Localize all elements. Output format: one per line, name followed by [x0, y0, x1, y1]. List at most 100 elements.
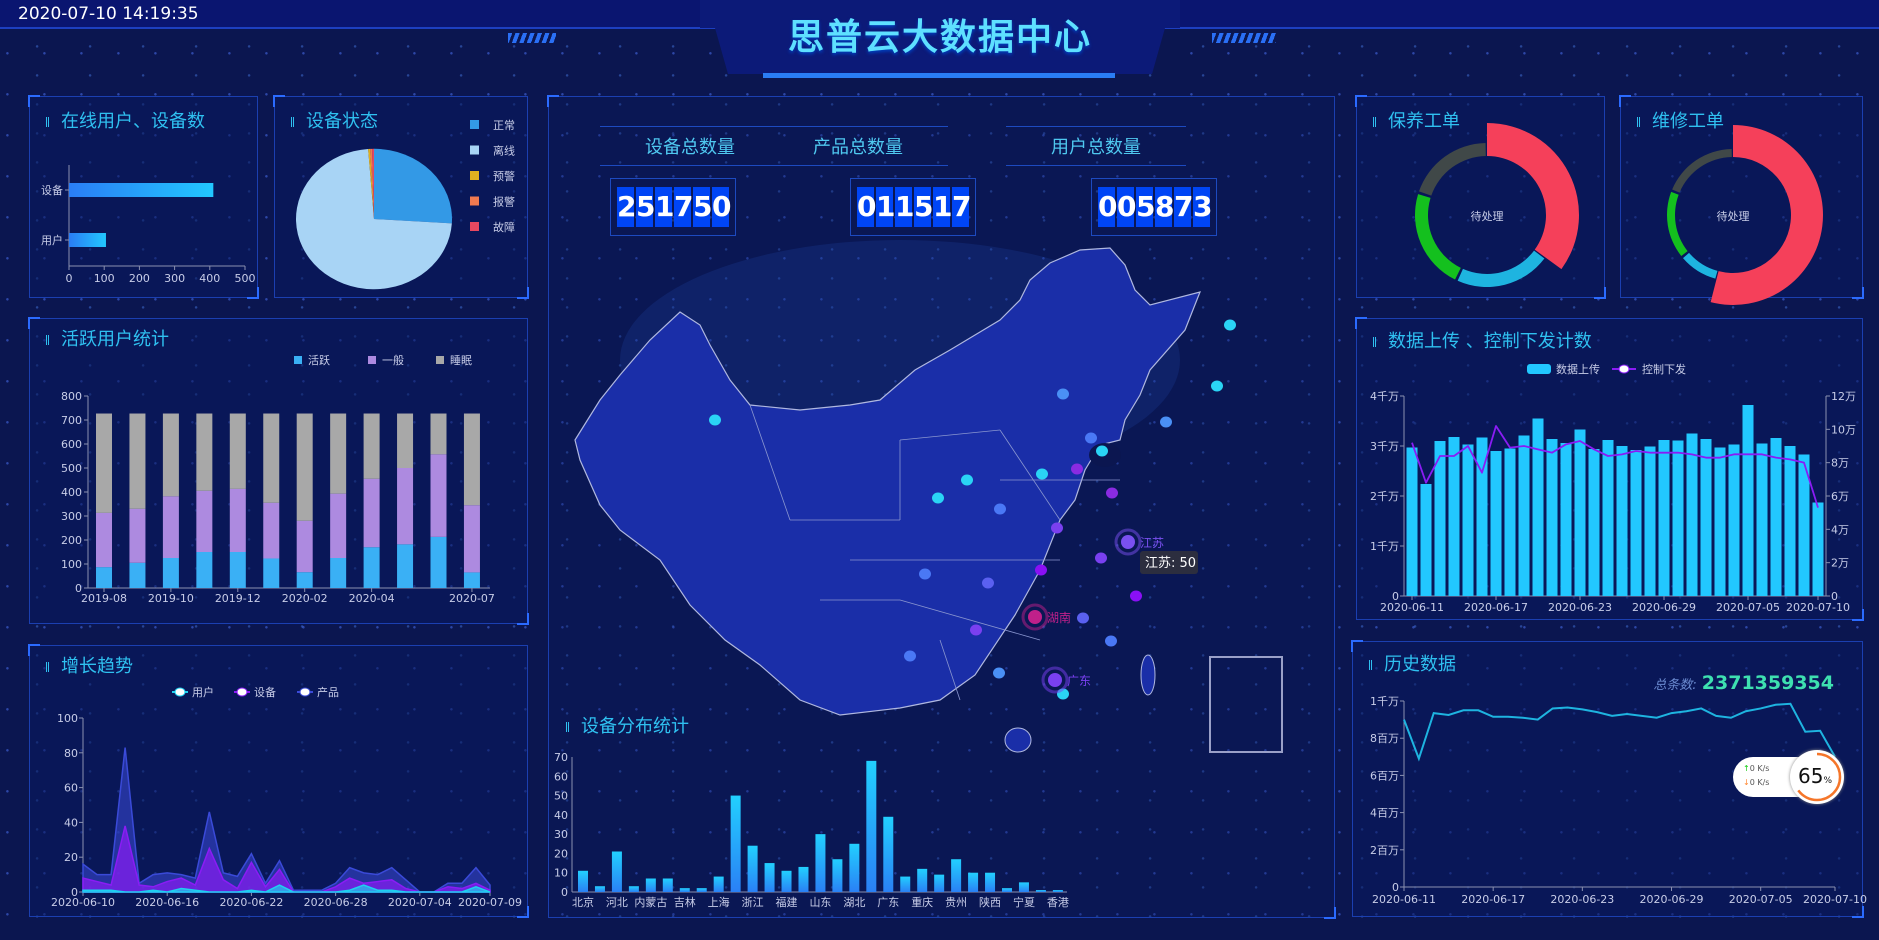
donut-segment: [1418, 143, 1486, 196]
legend-label: 设备: [254, 685, 276, 699]
bar-province: [849, 843, 860, 892]
y-tick-label: 1千万: [1370, 695, 1399, 708]
bar-活跃-2020-02: [296, 572, 313, 588]
panel-title-text: 活跃用户统计: [61, 329, 169, 350]
digit: 0: [857, 187, 876, 227]
bar-活跃-2019-08: [96, 567, 112, 588]
digit: 5: [1136, 187, 1155, 227]
bar-upload: [1742, 405, 1754, 596]
x-tick-label: 2019-10: [148, 592, 194, 605]
line-history: [1403, 702, 1836, 762]
y-tick-label: 2百万: [1370, 844, 1399, 857]
panel-title-text: 设备分布统计: [581, 716, 689, 737]
y-tick-label: 20: [554, 847, 568, 860]
header-decoration: [1212, 33, 1276, 43]
x-tick-label: 2020-06-10: [51, 896, 115, 909]
x-tick-label: 2020-07-10: [1803, 893, 1867, 906]
bar-upload: [1630, 450, 1642, 596]
total-label: 总条数:: [1653, 678, 1697, 693]
history-total: 总条数: 2371359354: [1653, 672, 1834, 694]
bar-睡眠-2019-08: [96, 413, 112, 513]
highlight-dot: [1121, 535, 1135, 549]
china-mainland: [574, 247, 1201, 716]
bar-活跃-2019-12: [229, 552, 246, 588]
bar-upload: [1462, 444, 1474, 596]
map-tooltip: [1140, 551, 1198, 574]
x-tick-label: 2020-07-09: [458, 896, 522, 909]
x-category-label: 山东: [809, 896, 831, 909]
download-speed-value: 0: [1749, 778, 1755, 787]
x-tick-label: 500: [235, 272, 256, 285]
bar-活跃-2020-01: [263, 558, 280, 588]
title-underline: [763, 73, 1115, 78]
bar-upload: [1490, 451, 1502, 596]
x-tick-label: 2020-06-23: [1550, 893, 1614, 906]
bar-upload: [1532, 418, 1544, 596]
bar-upload: [1770, 438, 1782, 596]
bar-睡眠-2019-10: [162, 413, 179, 497]
province-dot: [709, 414, 721, 426]
province-dot: [1057, 388, 1069, 400]
y-tick-label: 30: [554, 828, 568, 841]
x-category-label: 广东: [877, 896, 899, 909]
bar-睡眠-2020-07: [463, 413, 480, 506]
header-decoration: [508, 33, 556, 43]
province-dot: [1035, 564, 1047, 576]
area-series-产品: [82, 747, 491, 893]
bar-upload: [1756, 443, 1768, 596]
x-tick-label: 2020-06-29: [1640, 893, 1704, 906]
bar-一般-2020-07: [463, 505, 480, 573]
south-china-sea-inset: [1209, 656, 1283, 753]
legend-swatch: [368, 356, 376, 364]
panel-title-text: 保养工单: [1388, 111, 1460, 132]
bar-一般-2020-01: [263, 502, 280, 559]
bar-province: [594, 886, 605, 892]
y-tick-label: 4百万: [1370, 807, 1399, 820]
y-tick-label: 0: [561, 886, 568, 899]
pie-slice-报警: [370, 148, 374, 219]
digit: 0: [1098, 187, 1117, 227]
x-tick-label: 400: [199, 272, 220, 285]
line-control: [1411, 425, 1819, 508]
province-dot: [961, 474, 973, 486]
bar-睡眠-2019-12: [229, 413, 246, 489]
legend-label: 离线: [493, 144, 515, 158]
province-dot: [982, 577, 994, 589]
province-border: [899, 599, 1041, 641]
bar-province: [815, 834, 826, 892]
legend-label: 预警: [493, 169, 515, 183]
donut-segment: [1672, 149, 1732, 193]
legend-label: 用户: [192, 685, 214, 699]
x-tick-label: 2020-06-17: [1464, 601, 1528, 614]
ripple-effect: [1114, 528, 1142, 556]
digit: 5: [914, 187, 933, 227]
province-dot: [1051, 522, 1063, 534]
y-tick-label: 800: [61, 390, 82, 403]
x-tick-label: 100: [94, 272, 115, 285]
bar-upload: [1560, 443, 1572, 596]
y-right-tick-label: 0: [1831, 590, 1838, 603]
percent-sign: %: [1823, 776, 1833, 786]
bar-upload: [1658, 440, 1670, 596]
bar-活跃-2019-09: [129, 562, 146, 588]
bar-province: [900, 876, 911, 892]
legend-swatch: [1527, 364, 1551, 374]
memory-gauge[interactable]: 65%: [1790, 750, 1844, 804]
bar-设备: [69, 183, 214, 197]
donut-segment: [1667, 191, 1688, 257]
x-tick-label: 2020-06-22: [219, 896, 283, 909]
province-dot: [1077, 612, 1089, 624]
bar-upload: [1812, 502, 1824, 596]
x-tick-label: 2020-06-17: [1461, 893, 1525, 906]
datetime: 2020-07-10 14:19:35: [18, 4, 199, 24]
bar-活跃-2020-04: [363, 547, 380, 588]
highlight-dot: [1028, 610, 1042, 624]
donut-segment: [1487, 123, 1580, 270]
bar-睡眠-2019-09: [129, 413, 146, 509]
bar-一般-2020-06: [430, 454, 447, 537]
bar-province: [866, 760, 877, 892]
digit: 5: [693, 187, 712, 227]
bar-province: [968, 872, 979, 892]
